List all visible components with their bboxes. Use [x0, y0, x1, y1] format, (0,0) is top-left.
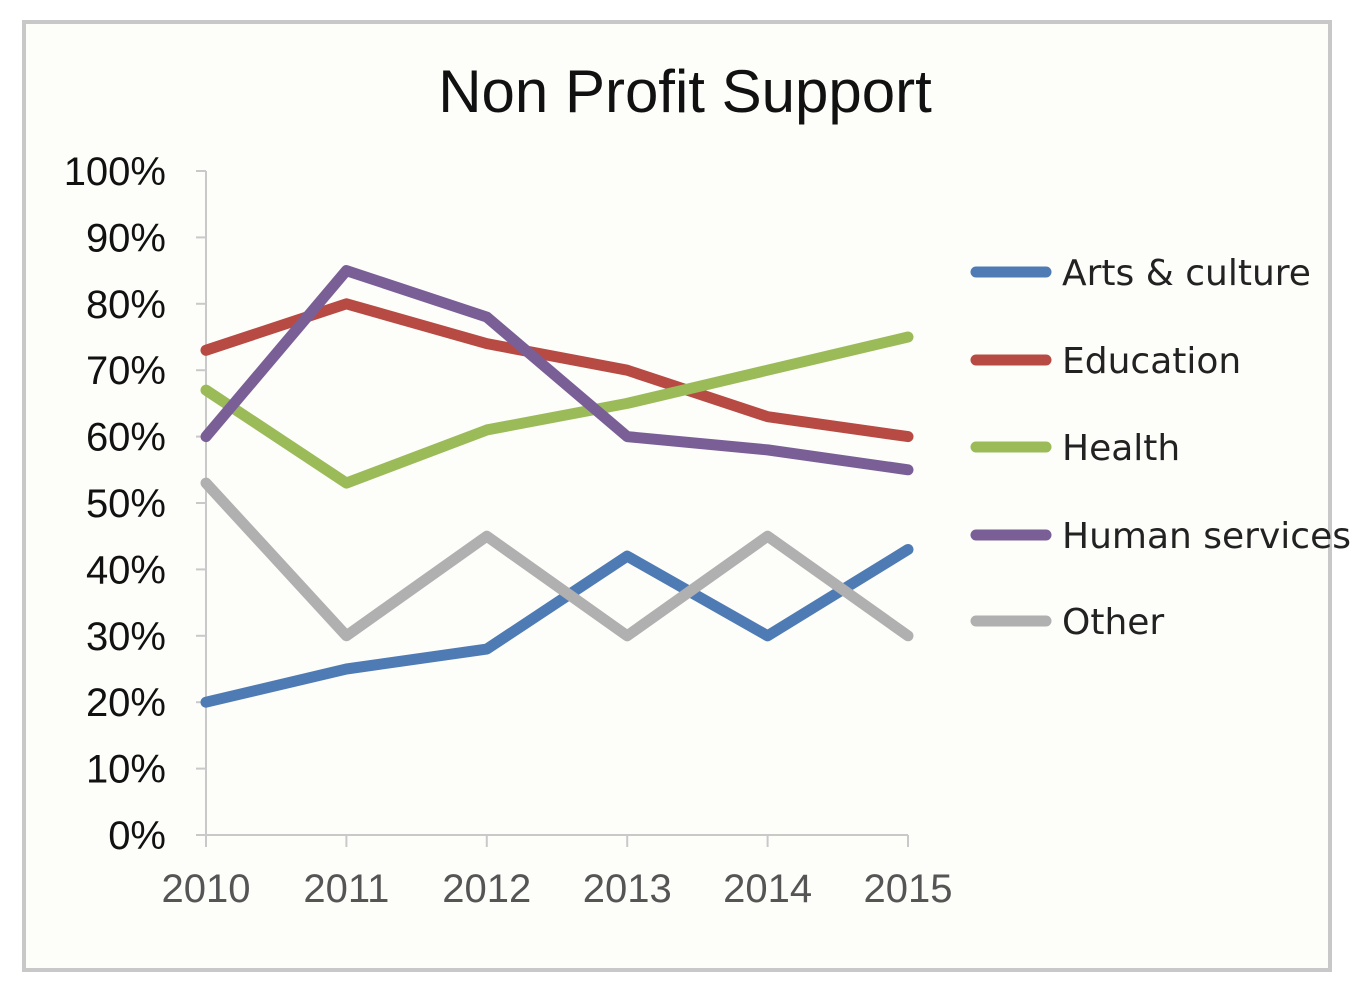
- chart-background: [26, 24, 1328, 968]
- y-tick-label: 70%: [86, 349, 166, 393]
- legend-label: Arts & culture: [1062, 253, 1311, 294]
- legend-label: Health: [1062, 428, 1180, 469]
- y-tick-label: 20%: [86, 681, 166, 725]
- y-tick-label: 0%: [108, 814, 166, 858]
- x-tick-label: 2012: [442, 867, 531, 911]
- series-line-3: [200, 265, 914, 476]
- y-tick-label: 50%: [86, 482, 166, 526]
- series-line-4: [200, 477, 914, 642]
- x-tick-label: 2011: [303, 867, 389, 911]
- x-tick-label: 2015: [864, 867, 953, 911]
- y-tick-label: 80%: [86, 283, 166, 327]
- y-tick-label: 60%: [86, 416, 166, 460]
- x-tick-label: 2013: [583, 867, 672, 911]
- x-tick-label: 2010: [162, 867, 251, 911]
- legend: Arts & culture Education Health Human servi…: [970, 253, 1351, 643]
- axes: 0% 10% 20% 30% 40% 50% 60% 70% 80% 90% 100% 2010 201…: [64, 150, 953, 911]
- series-line-2: [200, 331, 914, 489]
- legend-label: Human services: [1062, 516, 1351, 557]
- chart-title: Non Profit Support: [438, 58, 932, 125]
- legend-label: Other: [1062, 602, 1164, 643]
- y-tick-label: 90%: [86, 216, 166, 260]
- series-line-0: [200, 543, 914, 708]
- series-line-1: [200, 298, 914, 443]
- y-tick-label: 40%: [86, 548, 166, 592]
- legend-label: Education: [1062, 341, 1241, 382]
- x-tick-label: 2014: [723, 867, 812, 911]
- series-layer: [200, 265, 914, 708]
- y-tick-label: 10%: [86, 748, 166, 792]
- y-tick-label: 30%: [86, 615, 166, 659]
- y-tick-label: 100%: [64, 150, 166, 194]
